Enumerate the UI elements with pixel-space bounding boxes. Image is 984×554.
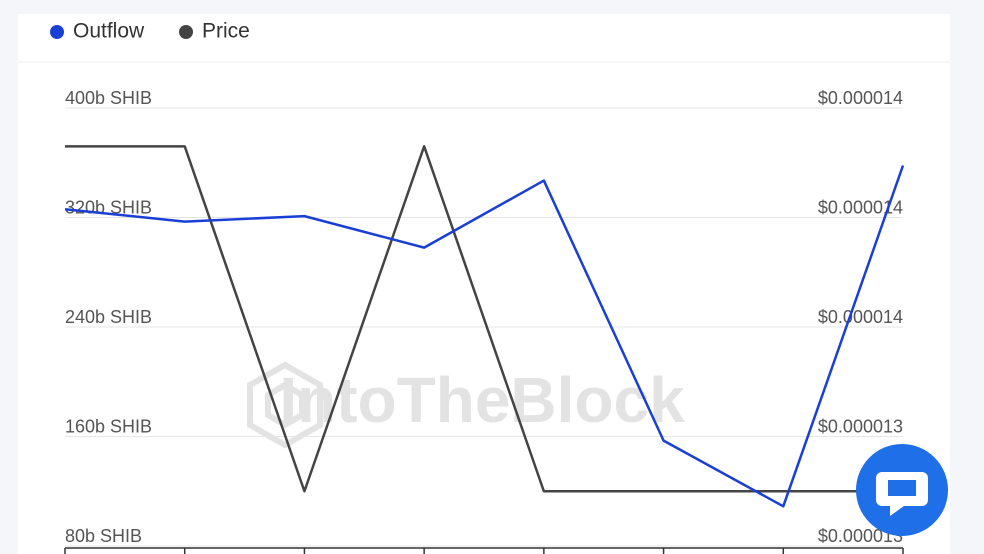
card [18,14,950,554]
series-line [65,145,903,493]
y2-tick-label: $0.000013 [818,416,903,436]
legend-marker [50,25,64,39]
series-line [64,165,905,508]
chat-icon-inner [888,480,916,496]
y-tick-label: 80b SHIB [65,526,142,546]
watermark: IntoTheBlock [279,364,685,436]
legend-marker [179,25,193,39]
y-tick-label: 400b SHIB [65,88,152,108]
legend-label: Price [202,20,250,43]
y-tick-label: 240b SHIB [65,307,152,327]
y2-tick-label: $0.000014 [818,307,903,327]
legend-label: Outflow [73,20,145,43]
y2-tick-label: $0.000014 [818,197,903,217]
y2-tick-label: $0.000014 [818,88,903,108]
y-tick-label: 160b SHIB [65,416,152,436]
watermark-logo [247,361,323,449]
